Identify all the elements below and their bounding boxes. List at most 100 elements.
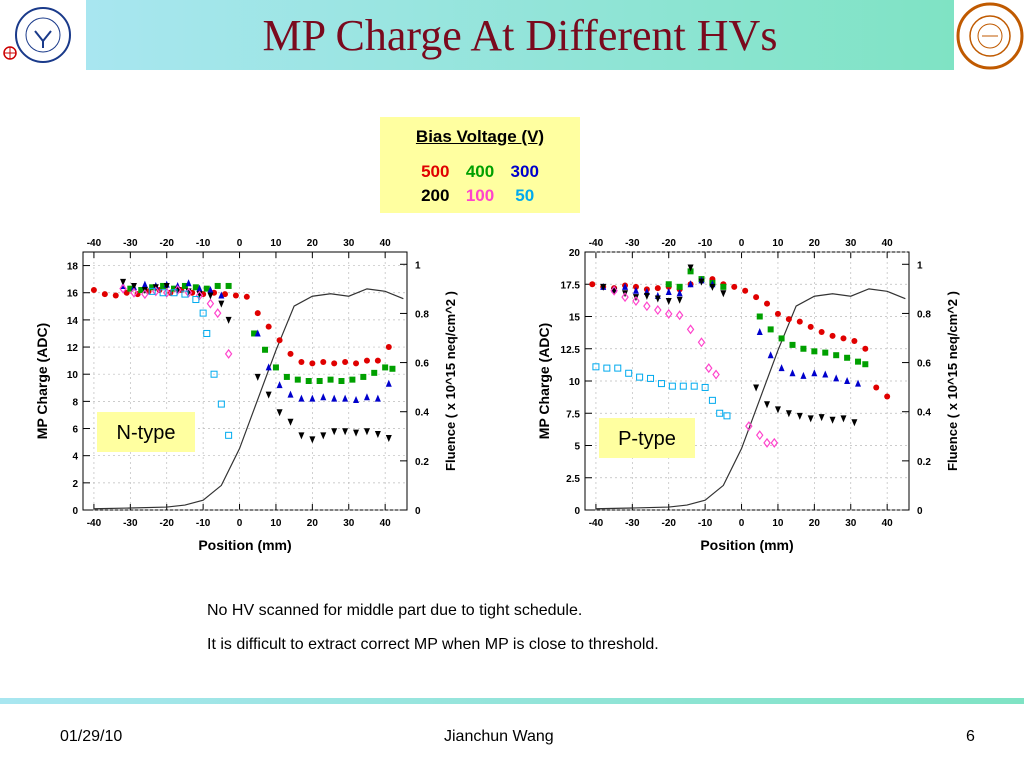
data-point-series-4 [119, 283, 127, 294]
data-point-series-1 [822, 349, 829, 356]
data-point-series-4 [621, 292, 629, 303]
data-point-series-3 [764, 401, 771, 409]
data-point-series-1 [138, 287, 145, 294]
y2-tick-label: 0 [415, 506, 421, 517]
data-point-series-1 [327, 376, 334, 383]
data-point-series-5 [170, 289, 178, 297]
data-point-series-1 [811, 348, 818, 355]
data-point-series-0 [342, 358, 349, 365]
data-point-series-1 [665, 281, 672, 288]
data-point-series-1 [349, 376, 356, 383]
y2-tick-label: 0.4 [917, 408, 931, 419]
y-tick-label: 2.5 [566, 474, 580, 485]
data-point-series-3 [207, 292, 214, 300]
data-point-series-0 [753, 294, 760, 301]
data-point-series-1 [203, 285, 210, 292]
legend-row-2: 200 100 50 [380, 186, 580, 206]
data-point-series-2 [632, 286, 639, 294]
y-tick-label: 18 [67, 262, 79, 273]
data-point-series-5 [701, 383, 709, 391]
data-point-series-2 [265, 363, 272, 371]
data-point-series-0 [764, 300, 771, 307]
data-point-series-2 [363, 393, 370, 401]
data-point-series-2 [822, 370, 829, 378]
x-tick-label: 20 [809, 518, 821, 529]
data-point-series-1 [262, 346, 269, 353]
data-point-series-3 [298, 432, 305, 440]
type-label-text: N-type [117, 422, 176, 444]
data-point-series-3 [353, 429, 360, 437]
data-point-series-0 [243, 293, 250, 300]
data-point-series-4 [712, 369, 720, 380]
data-point-series-2 [789, 369, 796, 377]
data-point-series-5 [603, 364, 611, 372]
data-point-series-3 [774, 406, 781, 414]
y2-tick-label: 0.8 [415, 309, 429, 320]
data-point-series-3 [120, 278, 127, 286]
data-point-series-5 [192, 296, 200, 304]
data-point-series-2 [687, 280, 694, 288]
data-point-series-1 [382, 364, 389, 371]
data-point-series-4 [213, 308, 222, 319]
data-point-series-0 [254, 310, 261, 317]
y2-tick-label: 1 [917, 260, 923, 271]
data-point-series-3 [309, 436, 316, 444]
data-point-series-0 [873, 384, 880, 391]
footer-author: Jianchun Wang [444, 728, 554, 745]
y-tick-label: 0 [72, 506, 78, 517]
y-tick-label: 6 [72, 425, 78, 436]
y-tick-label: 7.5 [566, 409, 580, 420]
p-type-chart: -40-40-30-30-20-20-10-100010102020303040… [536, 238, 960, 553]
y2-axis-label: Fluence ( x 10^15 neq/cm^2 ) [945, 291, 960, 471]
data-point-series-0 [374, 357, 381, 364]
x-tick-label: 20 [307, 518, 319, 529]
x-tick-label: 40 [882, 518, 894, 529]
data-point-series-5 [723, 412, 731, 420]
legend-500: 500 [421, 162, 450, 181]
data-point-series-0 [796, 318, 803, 325]
data-point-series-5 [225, 431, 233, 439]
data-point-series-2 [320, 393, 327, 401]
data-point-series-0 [731, 283, 738, 290]
data-point-series-4 [224, 348, 233, 359]
x-tick-label-top: 20 [307, 238, 319, 249]
data-point-series-3 [840, 415, 847, 423]
x-tick-label-top: 20 [809, 238, 821, 249]
data-point-series-4 [686, 324, 695, 335]
y2-tick-label: 0.8 [917, 309, 931, 320]
data-point-series-2 [141, 280, 148, 288]
data-point-series-5 [625, 369, 633, 377]
x-tick-label: -30 [625, 518, 640, 529]
x-tick-label-top: -20 [662, 238, 677, 249]
data-point-series-2 [811, 369, 818, 377]
data-point-series-4 [195, 290, 204, 301]
data-point-series-5 [592, 363, 600, 371]
data-point-series-3 [818, 414, 825, 422]
x-tick-label: 0 [237, 518, 243, 529]
data-point-series-2 [254, 329, 261, 337]
data-point-series-1 [251, 330, 258, 337]
data-point-series-3 [753, 384, 760, 392]
data-point-series-1 [316, 378, 323, 384]
data-point-series-4 [152, 286, 160, 297]
type-label-box [599, 418, 695, 458]
data-point-series-3 [698, 278, 705, 286]
data-point-series-4 [705, 363, 713, 374]
x-tick-label-top: 0 [237, 238, 243, 249]
data-point-series-1 [800, 345, 807, 352]
data-point-series-2 [218, 291, 225, 299]
data-point-series-5 [679, 382, 687, 390]
data-point-series-0 [363, 357, 370, 364]
data-point-series-1 [149, 284, 156, 291]
data-point-series-4 [664, 308, 673, 319]
x-tick-label: -20 [662, 518, 677, 529]
data-point-series-1 [360, 373, 367, 380]
fluence-curve [595, 288, 906, 510]
data-point-series-4 [632, 296, 640, 307]
data-point-series-3 [665, 298, 672, 306]
data-point-series-2 [298, 394, 305, 402]
data-point-series-1 [855, 358, 862, 365]
y-tick-label: 17.5 [561, 280, 581, 291]
data-point-series-0 [232, 292, 239, 299]
data-point-series-0 [774, 310, 781, 317]
